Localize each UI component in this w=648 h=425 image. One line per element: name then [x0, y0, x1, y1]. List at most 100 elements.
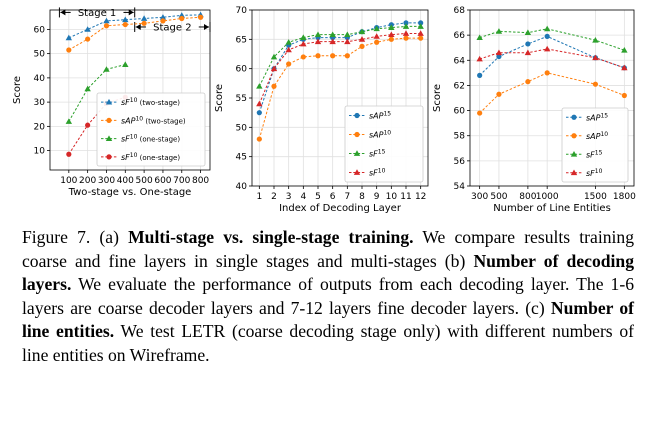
legend-label: sAP15	[586, 112, 608, 122]
legend-marker	[353, 169, 361, 175]
legend-entry: sF15	[566, 149, 603, 159]
legend-entry: sAP15	[566, 112, 608, 122]
data-point	[256, 110, 262, 116]
legend-marker	[571, 133, 577, 139]
series-1	[65, 11, 204, 41]
y-tick-label: 60	[454, 107, 466, 117]
y-tick-label: 54	[454, 182, 466, 192]
data-point	[359, 43, 365, 49]
y-tick-label: 62	[454, 81, 465, 91]
data-point	[330, 53, 336, 59]
x-tick-label: 7	[344, 192, 350, 202]
data-point	[621, 47, 628, 53]
data-point	[592, 81, 599, 87]
caption-text-1: Figure 7. (a)	[22, 227, 129, 247]
data-point	[417, 30, 424, 36]
data-point	[388, 36, 394, 42]
data-point	[344, 53, 350, 59]
data-point	[66, 151, 72, 157]
chart-panel-1: 10 20 30 40 50 60 100 200 300 400 500 600 700 800Two-…	[12, 7, 211, 198]
x-tick-label: 3	[286, 192, 292, 202]
x-tick-label: 4	[300, 192, 306, 202]
data-point	[159, 14, 167, 20]
x-tick-label: 300	[471, 192, 488, 202]
legend-label: sF10 (one-stage)	[121, 134, 180, 144]
y-tick-label: 40	[236, 182, 248, 192]
data-point	[402, 23, 410, 29]
legend-marker	[354, 131, 360, 138]
legend-marker	[106, 117, 112, 123]
chart-panel-3: 54 56 58 60 62 64 66 68 300 500 800 1000 1500 1800Num…	[432, 6, 636, 214]
legend-label: sF10	[586, 168, 603, 178]
data-point	[84, 85, 91, 92]
stage-arrowhead-right	[128, 9, 134, 16]
x-tick-label: 1500	[584, 192, 607, 202]
data-point	[285, 46, 292, 53]
data-point	[621, 92, 627, 99]
stage-arrowhead-left	[135, 23, 141, 30]
y-tick-label: 40	[34, 74, 46, 84]
data-point	[141, 20, 147, 26]
stage-annotation: Stage 1	[58, 7, 136, 19]
data-point	[621, 64, 628, 71]
legend-label: sAP10	[369, 130, 391, 140]
data-point	[373, 25, 380, 32]
y-tick-label: 58	[454, 132, 466, 142]
data-point	[329, 31, 336, 38]
y-axis-label: Score	[214, 84, 225, 112]
data-point	[270, 65, 278, 72]
data-point	[85, 122, 91, 128]
caption-text-4: We test LETR (coarse decoding stage only…	[22, 321, 634, 365]
x-tick-label: 500	[490, 192, 507, 202]
y-tick-label: 56	[454, 157, 466, 167]
caption-bold-2: Number of decoding layers.	[22, 250, 634, 295]
series-3	[256, 23, 424, 89]
data-point	[314, 38, 322, 45]
data-point	[270, 53, 278, 60]
data-point	[300, 54, 306, 60]
legend: sAP15 sAP10 sF15 sF10	[561, 107, 629, 183]
legend-entry: sF10	[349, 168, 386, 178]
data-point	[495, 28, 503, 34]
legend-marker	[570, 169, 578, 176]
y-axis-label: Score	[432, 84, 443, 112]
x-tick-label: 10	[386, 192, 398, 202]
x-tick-label: 12	[415, 192, 426, 202]
data-point	[403, 35, 409, 41]
x-tick-label: 8	[359, 192, 365, 202]
legend-marker	[106, 154, 112, 160]
x-tick-label: 1800	[613, 192, 636, 202]
legend-label: sF10	[369, 168, 386, 178]
caption-text-3: We evaluate the performance of outputs f…	[22, 274, 634, 318]
data-point	[477, 72, 483, 78]
legend-marker	[354, 112, 360, 119]
data-point	[496, 91, 502, 97]
data-point	[496, 53, 502, 60]
legend-entry: sAP10	[566, 131, 608, 141]
legend-label: sAP15	[369, 111, 391, 121]
data-point	[103, 66, 110, 72]
y-axis-label: Score	[12, 76, 23, 104]
stage-annotation: Stage 2	[134, 21, 211, 33]
y-tick-label: 68	[454, 6, 466, 16]
caption-bold-3: Number of line entities.	[22, 297, 634, 342]
legend-box	[561, 107, 629, 183]
data-point	[103, 17, 110, 24]
data-point	[358, 28, 366, 35]
data-point	[65, 118, 73, 124]
stage-arrowhead-right	[204, 23, 209, 30]
y-tick-label: 50	[34, 50, 46, 60]
x-axis-label: Two-stage vs. One-stage	[68, 187, 192, 198]
y-tick-label: 30	[34, 98, 46, 108]
legend-entry: sAP10 (two-stage)	[101, 115, 186, 125]
data-point	[543, 25, 551, 32]
data-point	[403, 20, 409, 26]
series-2	[256, 35, 424, 142]
x-tick-label: 11	[400, 192, 411, 202]
data-point	[344, 38, 351, 45]
plot-frame	[49, 9, 211, 171]
series-4	[476, 45, 628, 71]
stage-arrowhead-left	[60, 9, 66, 16]
data-point	[495, 49, 503, 56]
